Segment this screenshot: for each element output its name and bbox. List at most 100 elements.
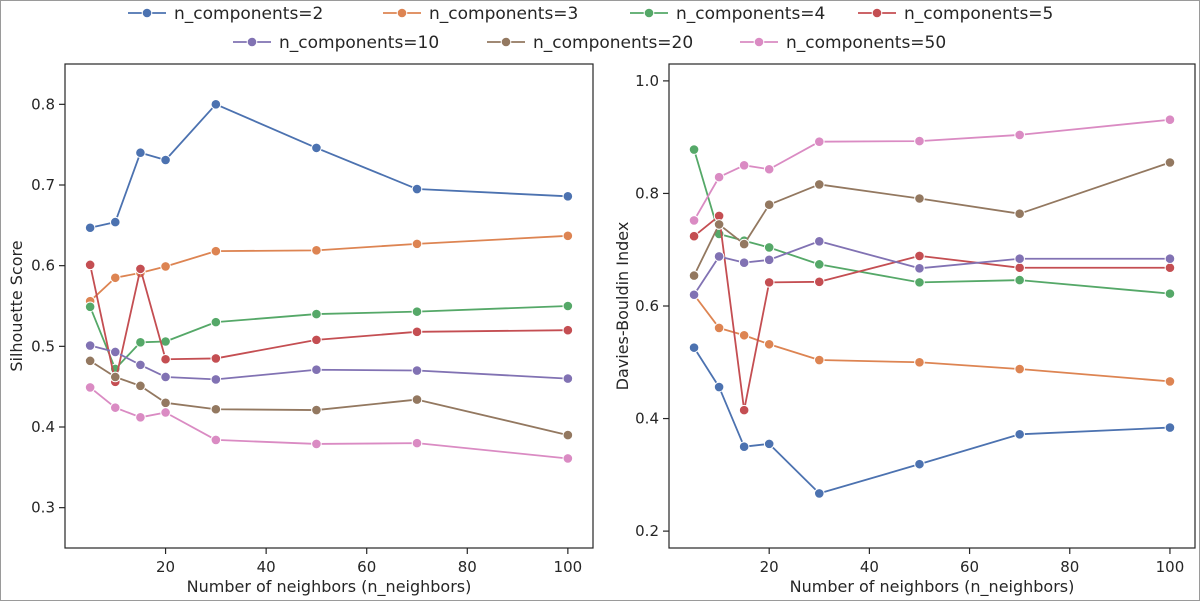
- legend: n_components=2 n_components=3 n_components…: [128, 4, 1053, 53]
- silhouette-series-n-components-2-point-70: [411, 183, 423, 195]
- silhouette-series-n-components-5-point-30: [210, 353, 222, 364]
- davies-bouldin-series-n-components-5: [688, 210, 1176, 416]
- silhouette-series-n-components-4-point-70: [411, 306, 423, 317]
- silhouette-series-n-components-10-point-10: [109, 346, 121, 358]
- silhouette-series-n-components-20-line: [89, 360, 569, 436]
- silhouette-series-n-components-20: [84, 355, 574, 441]
- davies-bouldin-series-n-components-3-line: [693, 294, 1171, 383]
- silhouette-series-n-components-4-point-100: [562, 300, 574, 312]
- davies-bouldin-series-n-components-2: [688, 342, 1176, 499]
- davies-bouldin-series-n-components-2-point-5: [688, 342, 700, 353]
- legend-entry-n-components-5: n_components=5: [858, 4, 1053, 24]
- davies-bouldin-series-n-components-50: [688, 114, 1176, 226]
- silhouette-series-n-components-4-point-5: [84, 301, 96, 313]
- legend-entry-n-components-10-label: n_components=10: [279, 33, 439, 53]
- davies-bouldin-series-n-components-20-line: [693, 161, 1171, 277]
- silhouette-series-n-components-2-point-30: [210, 99, 222, 110]
- legend-entry-n-components-2: n_components=2: [128, 4, 323, 24]
- silhouette-series-n-components-2-point-100: [562, 190, 574, 202]
- silhouette-series-n-components-10-point-30: [210, 374, 222, 385]
- davies-bouldin-series-n-components-10-point-70: [1014, 253, 1025, 265]
- legend-entry-n-components-50-swatch-marker: [753, 36, 765, 48]
- davies-bouldin-series-n-components-5-point-100: [1164, 262, 1176, 274]
- davies-bouldin-series-n-components-20-point-50: [914, 193, 925, 204]
- silhouette-series-n-components-3-point-10: [109, 272, 121, 284]
- davies-bouldin-series-n-components-2-point-20: [763, 438, 775, 450]
- davies-bouldin-series-n-components-2-point-70: [1014, 429, 1025, 440]
- silhouette-series-n-components-50-line: [89, 386, 568, 460]
- davies-bouldin-series-n-components-3-point-100: [1164, 376, 1176, 387]
- davies-bouldin-series-n-components-20-point-30: [813, 179, 825, 190]
- davies-bouldin-series-n-components-20-point-10: [713, 219, 725, 230]
- davies-bouldin-series-n-components-3-point-20: [763, 338, 775, 350]
- silhouette-series-n-components-20-point-10: [109, 371, 121, 383]
- legend-entry-n-components-2-swatch-marker: [141, 7, 153, 19]
- davies-bouldin-y-tick-label-0-2: 0.2: [635, 522, 659, 540]
- silhouette-panel: 20 40 60 80 100 0.3 0.4 0.5 0.6 0.7 0.8 Number of n…: [7, 63, 594, 597]
- davies-bouldin-y-tick-label-0-6: 0.6: [635, 297, 659, 315]
- davies-bouldin-series-n-components-10-point-20: [763, 254, 775, 266]
- silhouette-x-tick-label-60: 60: [357, 558, 376, 576]
- silhouette-x-tick-label-100: 100: [554, 558, 583, 576]
- davies-bouldin-series-n-components-4-point-100: [1164, 288, 1176, 299]
- silhouette-series-n-components-5-line: [89, 264, 568, 383]
- davies-bouldin-axes-frame: [668, 63, 1196, 549]
- davies-bouldin-series-n-components-3-point-50: [914, 356, 925, 368]
- legend-entry-n-components-3-label: n_components=3: [429, 4, 578, 24]
- silhouette-y-tick-label-0-5: 0.5: [31, 337, 55, 355]
- davies-bouldin-series-n-components-5-line: [693, 215, 1170, 412]
- silhouette-series-n-components-3-point-20: [160, 261, 171, 272]
- silhouette-y-tick-label-0-6: 0.6: [31, 257, 55, 275]
- davies-bouldin-x-tick-label-100: 100: [1156, 558, 1185, 576]
- davies-bouldin-series-n-components-4-point-5: [688, 144, 700, 155]
- davies-bouldin-series-n-components-20-point-20: [763, 199, 775, 210]
- davies-bouldin-series-n-components-50-point-15: [738, 160, 750, 171]
- davies-bouldin-series-n-components-5-point-30: [813, 276, 825, 288]
- silhouette-series-n-components-10-point-50: [311, 364, 322, 376]
- davies-bouldin-panel: 20 40 60 80 100 0.2 0.4 0.6 0.8 1.0 Number of neig…: [613, 63, 1196, 597]
- silhouette-y-tick-label-0-4: 0.4: [31, 418, 55, 436]
- davies-bouldin-series-n-components-3-point-10: [713, 322, 725, 334]
- silhouette-series-n-components-2-point-20: [160, 154, 171, 166]
- legend-entry-n-components-4: n_components=4: [630, 4, 825, 24]
- davies-bouldin-x-tick-label-80: 80: [1060, 558, 1079, 576]
- legend-entry-n-components-4-swatch-marker: [643, 7, 655, 19]
- davies-bouldin-series-n-components-2-point-15: [738, 441, 750, 452]
- silhouette-series-n-components-50-point-10: [109, 402, 121, 413]
- silhouette-series-n-components-2-point-10: [109, 216, 121, 228]
- silhouette-series-n-components-20-point-70: [411, 394, 423, 405]
- silhouette-series-n-components-20-point-5: [84, 355, 96, 367]
- silhouette-series-n-components-10-point-70: [411, 365, 423, 376]
- legend-entry-n-components-20-swatch-marker: [500, 36, 512, 48]
- silhouette-series-n-components-2-point-5: [84, 222, 96, 234]
- silhouette-series-n-components-5-point-70: [411, 326, 423, 338]
- silhouette-series-n-components-2-line: [89, 103, 568, 229]
- legend-entry-n-components-20-label: n_components=20: [533, 33, 693, 53]
- legend-entry-n-components-10: n_components=10: [233, 33, 439, 53]
- davies-bouldin-series-n-components-50-point-50: [914, 135, 925, 147]
- davies-bouldin-series-n-components-20-point-70: [1014, 208, 1025, 220]
- davies-bouldin-series-n-components-2-point-50: [914, 458, 925, 470]
- davies-bouldin-series-n-components-3: [688, 289, 1176, 387]
- silhouette-x-axis-title: Number of neighbors (n_neighbors): [187, 577, 472, 597]
- davies-bouldin-series-n-components-10: [688, 235, 1176, 301]
- silhouette-series-n-components-3-point-100: [562, 230, 574, 242]
- silhouette-series-n-components-50-point-50: [311, 438, 322, 450]
- silhouette-series-n-components-50-point-70: [411, 437, 423, 449]
- davies-bouldin-y-axis-title: Davies-Bouldin Index: [613, 222, 632, 391]
- silhouette-series-n-components-20-point-50: [311, 404, 322, 416]
- silhouette-series-n-components-5-point-100: [562, 324, 574, 336]
- silhouette-x-tick-label-80: 80: [458, 558, 477, 576]
- davies-bouldin-x-tick-label-60: 60: [960, 558, 979, 576]
- silhouette-series-n-components-5: [84, 259, 574, 388]
- silhouette-series-n-components-20-point-100: [562, 429, 574, 441]
- davies-bouldin-series-n-components-10-point-30: [813, 235, 825, 247]
- legend-entry-n-components-10-swatch-marker: [246, 36, 258, 48]
- silhouette-series-n-components-10: [84, 340, 574, 385]
- davies-bouldin-series-n-components-50-point-10: [713, 171, 725, 183]
- davies-bouldin-y-tick-label-1: 1.0: [635, 72, 659, 90]
- davies-bouldin-series-n-components-5-point-50: [914, 250, 925, 262]
- davies-bouldin-series-n-components-10-point-50: [914, 262, 925, 274]
- silhouette-series-n-components-50-point-15: [135, 412, 146, 423]
- davies-bouldin-series-n-components-5-point-15: [738, 404, 750, 416]
